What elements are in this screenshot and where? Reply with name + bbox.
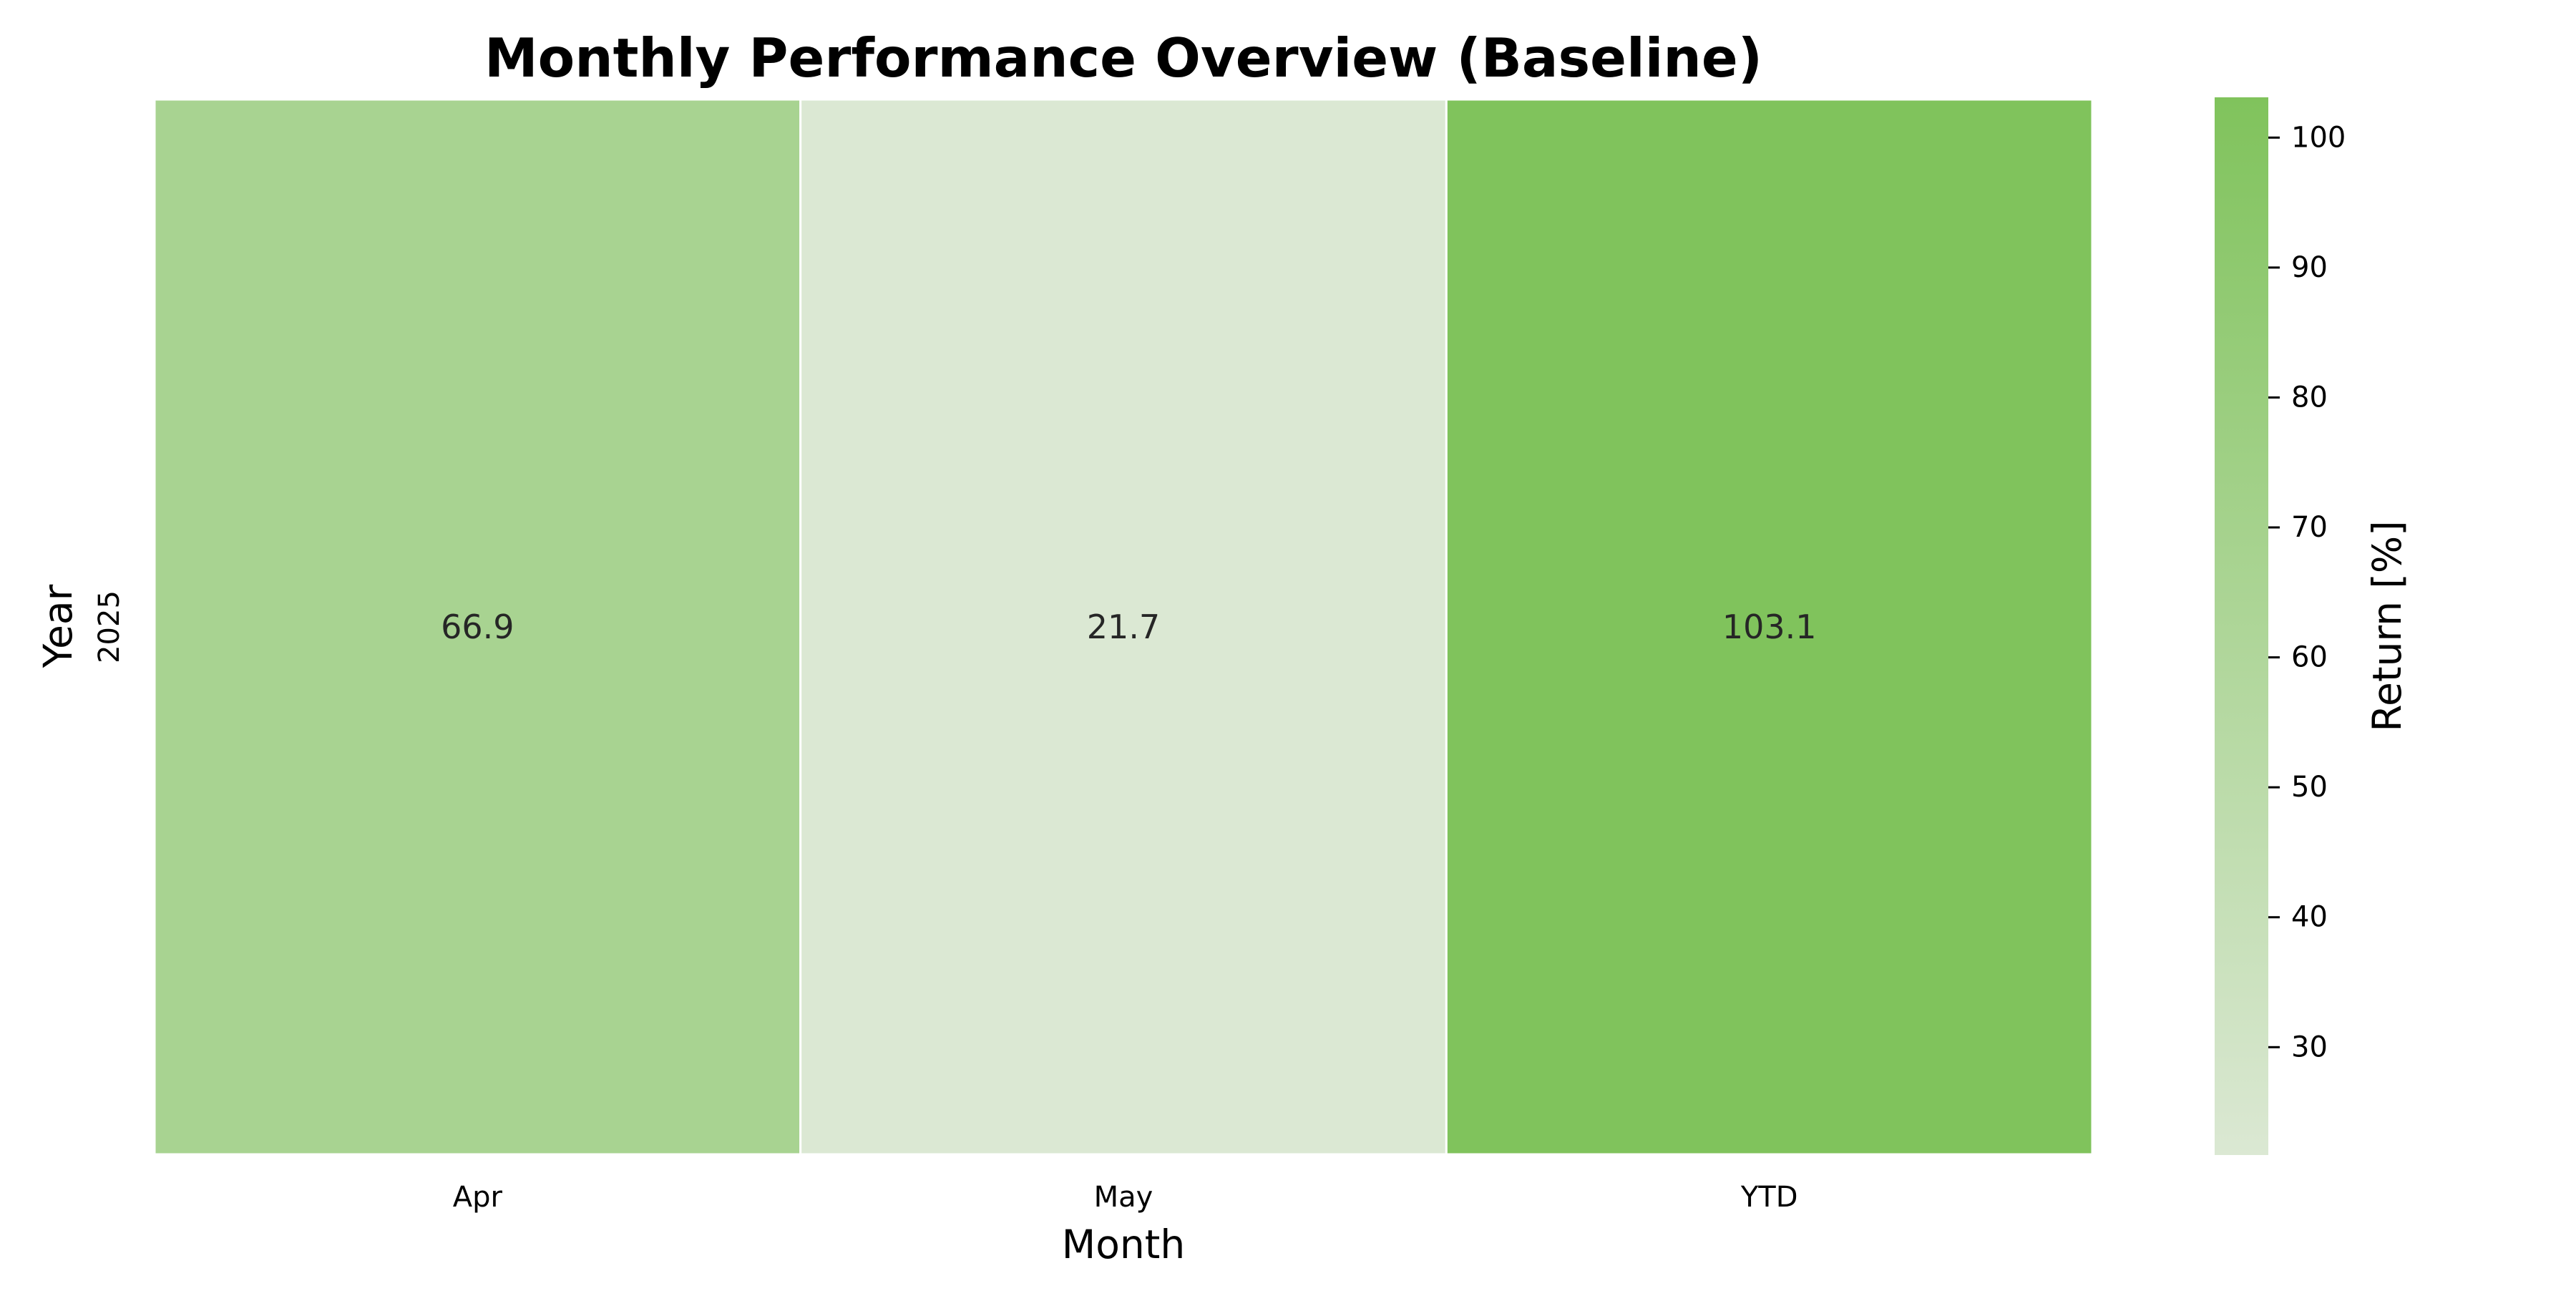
heatmap-cells: 66.9 21.7 103.1 [153,98,2094,1156]
cell-value-label: 103.1 [1722,608,1817,646]
colorbar-tick-label: 80 [2291,381,2328,414]
y-axis-label: Year [35,584,81,668]
colorbar-tick-label: 50 [2291,771,2328,804]
cell-value-label: 21.7 [1087,608,1160,646]
x-tick-label: May [1094,1181,1153,1214]
heatmap-cell [799,98,1448,1156]
y-tick-label: 2025 [93,590,126,663]
colorbar-tick-label: 70 [2291,511,2328,544]
x-tick-labels: Apr May YTD [453,1181,1798,1214]
chart-title: Monthly Performance Overview (Baseline) [484,26,1762,89]
x-tick-label: Apr [453,1181,503,1214]
heatmap-cell [1445,98,2094,1156]
colorbar-tick-label: 90 [2291,251,2328,284]
heatmap-cell [153,98,802,1156]
colorbar-tick-label: 100 [2291,121,2346,154]
colorbar: 30 40 50 60 70 80 90 100 [2215,97,2346,1155]
colorbar-label: Return [%] [2364,520,2410,731]
x-tick-label: YTD [1740,1181,1798,1214]
x-axis-label: Month [1062,1222,1185,1267]
colorbar-gradient [2215,97,2268,1155]
y-tick-labels: 2025 [93,590,126,663]
colorbar-tick-label: 30 [2291,1031,2328,1063]
colorbar-tick-label: 60 [2291,641,2328,674]
cell-value-label: 66.9 [441,608,514,646]
colorbar-tick-label: 40 [2291,901,2328,934]
